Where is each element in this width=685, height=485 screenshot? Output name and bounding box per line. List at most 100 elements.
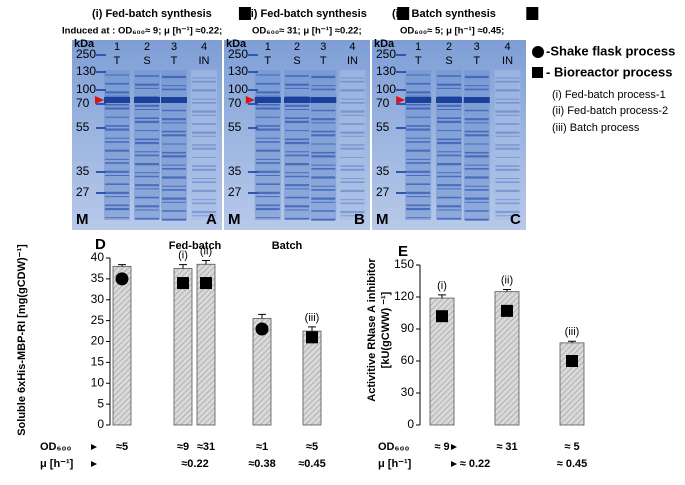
y-tick-label: 10: [91, 375, 105, 389]
legend-text: - Bioreactor process: [546, 64, 672, 79]
gel-target-band: [284, 97, 310, 103]
od-value: ≈ 9: [434, 441, 449, 453]
gel-lane: [405, 70, 432, 220]
y-tick-label: 30: [401, 385, 415, 399]
gel-target-band: [436, 97, 462, 103]
y-axis-label: Activitive RNase A inhibitor: [366, 258, 378, 402]
bar-label: (i): [178, 250, 188, 262]
lane-number: 4: [504, 41, 510, 53]
y-axis-label: [kU(gCWW) ⁻¹]: [380, 291, 392, 368]
bar-label: (ii): [200, 245, 212, 257]
marker-label: 100: [76, 82, 96, 96]
lane-number: 2: [446, 41, 452, 53]
marker-label: 130: [376, 64, 396, 78]
lane-label: IN: [199, 55, 210, 67]
panel-label: B: [354, 211, 365, 228]
y-tick-label: 150: [394, 257, 414, 271]
lane-number: 3: [171, 41, 177, 53]
point-square: [200, 277, 212, 290]
target-arrow: [396, 96, 406, 104]
legend-text: (iii) Batch process: [552, 122, 640, 134]
y-axis-label: Soluble 6xHis-MBP-RI [mg(gCDW)⁻¹]: [16, 244, 28, 436]
gel-lane: [494, 70, 521, 220]
kda-label: kDa: [374, 38, 395, 50]
marker-label: 70: [76, 96, 90, 110]
od-value: ≈1: [256, 441, 268, 453]
group-label: Batch: [272, 240, 303, 252]
error-bar: [179, 264, 187, 269]
mu-value: ≈0.45: [298, 458, 325, 470]
panel-label: D: [95, 236, 106, 253]
marker-label: 35: [228, 164, 242, 178]
gel-target-band: [254, 97, 281, 103]
gel-target-band: [134, 97, 160, 103]
gel-target-band: [310, 97, 337, 103]
target-arrow: [245, 96, 255, 104]
marker-label: 100: [376, 82, 396, 96]
bar-label: (ii): [501, 274, 513, 286]
legend-circle: [532, 46, 544, 58]
gel-lane: [310, 70, 337, 220]
point-circle: [115, 272, 129, 286]
od-value: ≈ 31: [496, 441, 517, 453]
lane-label: IN: [502, 55, 513, 67]
bar: [302, 330, 322, 426]
point-square: [306, 331, 318, 344]
marker-label: 250: [228, 47, 248, 61]
lane-label: T: [320, 55, 327, 67]
lane-number: 3: [474, 41, 480, 53]
bar: [173, 268, 193, 426]
mu-value: ≈0.22: [181, 458, 208, 470]
error-bar: [258, 313, 266, 319]
row-arrow: [91, 461, 97, 467]
marker-label: 130: [76, 64, 96, 78]
marker-label: 27: [376, 185, 390, 199]
error-bar: [503, 289, 511, 292]
od-value: ≈5: [116, 441, 128, 453]
gel-title: (iii) Batch synthesis: [392, 8, 496, 20]
marker-label: 130: [228, 64, 248, 78]
gel-conditions: Induced at : OD₆₀₀≈ 9; μ [h⁻¹] ≈0.22;: [62, 26, 222, 37]
error-bar: [568, 340, 576, 343]
y-tick-label: 30: [91, 292, 105, 306]
gel-lane: [134, 70, 160, 220]
marker-label: 250: [376, 47, 396, 61]
lane-label: S: [143, 55, 150, 67]
error-bar: [202, 260, 210, 265]
lane-label: T: [114, 55, 121, 67]
marker-label: 70: [228, 96, 242, 110]
y-tick-label: 20: [91, 334, 105, 348]
mu-row-label: μ [h⁻¹]: [40, 458, 74, 470]
od-value: ≈31: [197, 441, 215, 453]
group-label: Fed-batch: [169, 240, 222, 252]
gel-title: (i) Fed-batch synthesis: [92, 8, 212, 20]
lane-number: 2: [144, 41, 150, 53]
marker-label: 100: [228, 82, 248, 96]
gel-title: (ii) Fed-batch synthesis: [244, 8, 367, 20]
y-tick-label: 25: [91, 313, 105, 327]
marker-label: 55: [376, 120, 390, 134]
panel-label: A: [206, 211, 217, 228]
gel-lane: [104, 70, 130, 220]
lane-number: 1: [265, 41, 271, 53]
marker-label: 27: [228, 185, 242, 199]
kda-label: kDa: [74, 38, 95, 50]
marker-label: 55: [228, 120, 242, 134]
point-square: [566, 355, 578, 367]
row-arrow: [451, 444, 457, 450]
gel-title-square: [238, 7, 251, 20]
y-tick-label: 90: [401, 321, 415, 335]
lane-number: 3: [320, 41, 326, 53]
bar-label: (iii): [565, 326, 580, 338]
point-circle: [255, 322, 269, 336]
gel-target-band: [405, 97, 432, 103]
marker-label: 70: [376, 96, 390, 110]
legend-text: (i) Fed-batch process-1: [552, 89, 666, 101]
gel-lane: [284, 70, 310, 220]
error-bar: [438, 294, 446, 299]
y-tick-label: 15: [91, 355, 105, 369]
y-tick-label: 60: [401, 353, 415, 367]
gel-conditions: OD₆₀₀≈ 5; μ [h⁻¹] ≈0.45;: [400, 26, 504, 37]
panel-label: C: [510, 211, 521, 228]
